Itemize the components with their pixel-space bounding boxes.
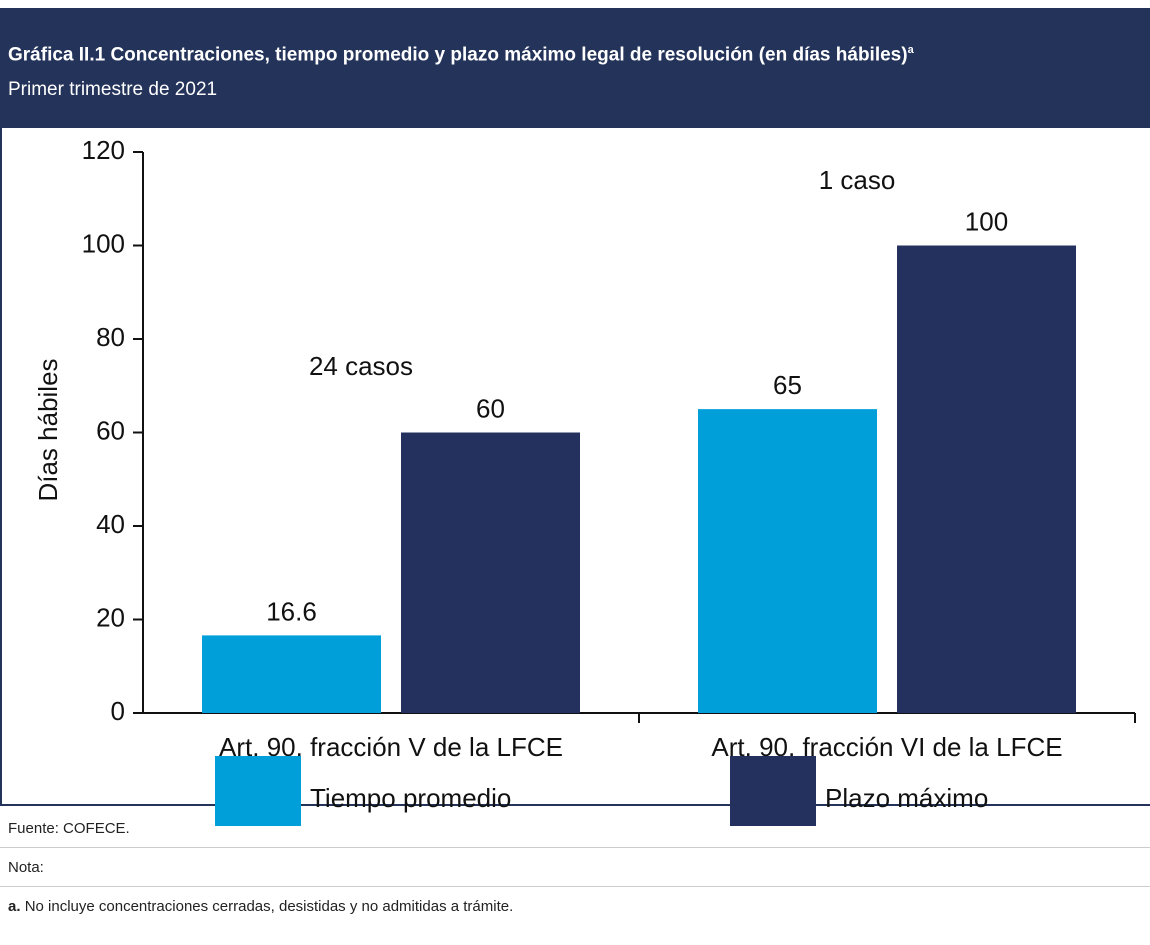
separator (0, 847, 1150, 848)
y-axis-label: Días hábiles (33, 358, 63, 501)
y-tick-label: 60 (96, 415, 125, 445)
data-label: 100 (965, 206, 1008, 236)
note-text: No incluye concentraciones cerradas, des… (24, 898, 514, 915)
legend-label: Plazo máximo (825, 783, 988, 813)
legend-swatch (215, 756, 301, 826)
y-tick-label: 20 (96, 602, 125, 632)
separator (0, 886, 1150, 887)
y-tick-label: 0 (111, 696, 125, 726)
y-tick-label: 80 (96, 322, 125, 352)
header: Gráfica II.1 Concentraciones, tiempo pro… (0, 8, 1150, 128)
annotation: 24 casos (309, 351, 413, 381)
title-marker: a (907, 44, 914, 56)
source: Fuente: COFECE. (8, 820, 130, 837)
annotation: 1 caso (819, 165, 896, 195)
note: a. No incluye concentraciones cerradas, … (8, 898, 513, 915)
legend-label: Tiempo promedio (310, 783, 511, 813)
y-tick-label: 120 (82, 135, 125, 165)
legend-swatch (730, 756, 816, 826)
y-tick-label: 40 (96, 509, 125, 539)
note-marker: a. (8, 898, 21, 915)
note-label: Nota: (8, 859, 44, 876)
data-label: 60 (476, 393, 505, 423)
bar (897, 245, 1076, 713)
bar (698, 409, 877, 713)
data-label: 16.6 (266, 596, 317, 626)
title-text: Gráfica II.1 Concentraciones, tiempo pro… (8, 44, 908, 66)
bar (401, 432, 580, 713)
chart-title: Gráfica II.1 Concentraciones, tiempo pro… (8, 44, 914, 66)
bar (202, 635, 381, 713)
chart-subtitle: Primer trimestre de 2021 (8, 79, 218, 100)
y-tick-label: 100 (82, 228, 125, 258)
data-label: 65 (773, 370, 802, 400)
